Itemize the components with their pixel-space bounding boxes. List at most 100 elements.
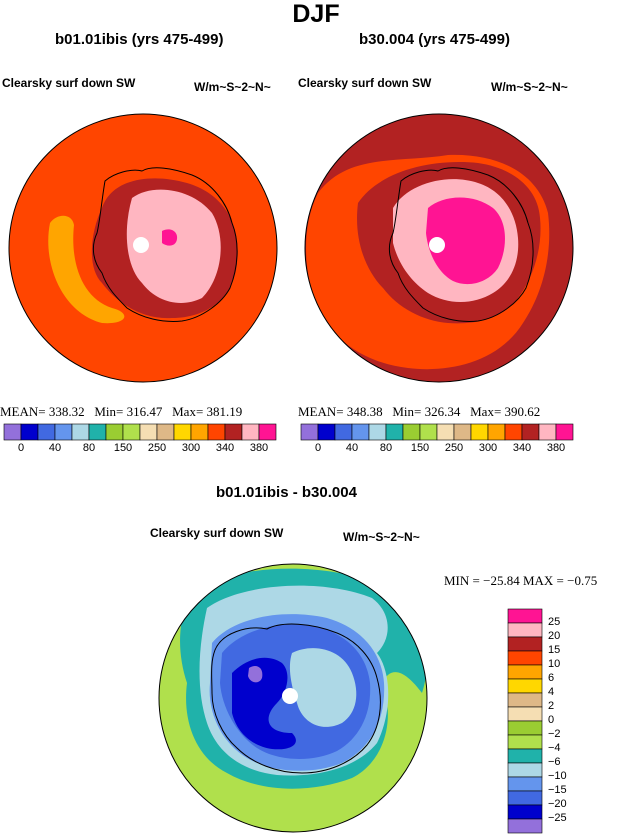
panel2-mean-value: 348.38 <box>346 404 383 419</box>
panel2-colorbar-swatch <box>436 423 455 441</box>
panel3-colorbar-swatch <box>507 678 543 694</box>
panel3-colorbar-tick-label: −10 <box>548 770 567 782</box>
panel2-colorbar-tick-label: 380 <box>546 442 566 454</box>
panel3-colorbar <box>507 608 543 834</box>
panel3-map-border <box>158 563 428 833</box>
panel3-max-label: MAX = <box>522 573 564 588</box>
panel2-colorbar <box>300 423 574 441</box>
panel3-colorbar-tick-label: 25 <box>548 616 561 628</box>
panel3-light-interior <box>289 648 357 727</box>
panel3-min-label: MIN = <box>444 573 480 588</box>
panel2-colorbar-swatch <box>351 423 370 441</box>
panel3-colorbar-labels: 25 20 15 10 6 4 2 0 −2 −4 −6 −10 −15 −20 −25 <box>548 609 608 833</box>
panel3-colorbar-tick-label: −15 <box>548 784 567 796</box>
panel3-colorbar-tick-label: −4 <box>548 742 561 754</box>
panel3-colorbar-tick-label: 6 <box>548 672 555 684</box>
panel2-title: b30.004 (yrs 475-499) <box>359 31 510 48</box>
panel1-variable-label: Clearsky surf down SW <box>2 76 136 90</box>
panel3-max-value: −0.75 <box>567 573 598 588</box>
panel3-colorbar-swatch <box>507 692 543 708</box>
panel2-min-label: Min= <box>392 404 422 419</box>
panel2-mean-label: MEAN= <box>298 404 344 419</box>
panel2-colorbar-swatch <box>487 423 506 441</box>
panel2-colorbar-labels: 0 40 80 150 250 300 340 380 <box>301 440 573 458</box>
panel3-colorbar-swatch <box>507 748 543 764</box>
panel3-coastline <box>211 623 381 774</box>
panel1-colorbar-swatch <box>207 423 226 441</box>
panel2-map-border <box>304 113 574 383</box>
panel2-colorbar-tick-label: 0 <box>314 442 322 454</box>
panel3-variable-label: Clearsky surf down SW <box>150 526 284 540</box>
panel3-colorbar-tick-label: 10 <box>548 658 561 670</box>
panel2-max-value: 390.62 <box>504 404 541 419</box>
panel1-colorbar-swatch <box>139 423 158 441</box>
panel1-min-value: 316.47 <box>126 404 163 419</box>
panel3-colorbar-swatch <box>507 720 543 736</box>
panel3-stats: MIN = −25.84 MAX = −0.75 <box>444 573 597 589</box>
panel2-stats: MEAN= 348.38 Min= 326.34 Max= 390.62 <box>298 404 540 420</box>
panel1-mean-label: MEAN= <box>0 404 46 419</box>
panel1-colorbar-swatch <box>241 423 260 441</box>
panel2-pole-marker <box>429 237 445 253</box>
panel2-colorbar-tick-label: 40 <box>345 442 359 454</box>
panel1-colorbar-tick-label: 250 <box>147 442 167 454</box>
panel3-colorbar-tick-label: −20 <box>548 798 567 810</box>
panel2-colorbar-swatch <box>453 423 472 441</box>
panel2-units-label: W/m~S~2~N~ <box>491 80 568 94</box>
panel1-pole-marker <box>133 237 149 253</box>
panel1-colorbar-tick-label: 150 <box>113 442 133 454</box>
panel2-max-label: Max= <box>470 404 502 419</box>
panel1-colorbar-swatch <box>88 423 107 441</box>
panel2-colorbar-swatch <box>555 423 574 441</box>
panel1-mean-value: 338.32 <box>48 404 85 419</box>
panel3-colorbar-swatch <box>507 608 543 624</box>
panel3-units-label: W/m~S~2~N~ <box>343 530 420 544</box>
panel3-colorbar-tick-label: 4 <box>548 686 555 698</box>
panel3-colorbar-tick-label: −6 <box>548 756 561 768</box>
panel1-min-label: Min= <box>94 404 124 419</box>
figure-title: DJF <box>292 0 340 28</box>
panel1-colorbar-labels: 0 40 80 150 250 300 340 380 <box>4 440 276 458</box>
panel3-colorbar-swatch <box>507 664 543 680</box>
panel1-colorbar-tick-label: 340 <box>215 442 235 454</box>
panel2-colorbar-swatch <box>419 423 438 441</box>
panel3-min-value: −25.84 <box>483 573 520 588</box>
panel3-colorbar-swatch <box>507 636 543 652</box>
panel3-colorbar-swatch <box>507 790 543 806</box>
panel1-colorbar-swatch <box>258 423 277 441</box>
panel2-colorbar-swatch <box>470 423 489 441</box>
panel1-colorbar-tick-label: 80 <box>82 442 96 454</box>
panel3-purple-patch <box>248 666 263 683</box>
panel1-colorbar-swatch <box>54 423 73 441</box>
panel1-map-border <box>8 113 278 383</box>
panel2-colorbar-swatch <box>334 423 353 441</box>
panel2-colorbar-swatch <box>300 423 319 441</box>
panel2-colorbar-tick-label: 340 <box>512 442 532 454</box>
panel1-colorbar <box>3 423 277 441</box>
panel2-map <box>304 113 574 383</box>
panel3-colorbar-swatch <box>507 622 543 638</box>
panel2-colorbar-swatch <box>538 423 557 441</box>
panel1-colorbar-swatch <box>190 423 209 441</box>
panel1-colorbar-swatch <box>71 423 90 441</box>
panel2-colorbar-swatch <box>521 423 540 441</box>
panel1-colorbar-swatch <box>105 423 124 441</box>
panel1-colorbar-swatch <box>156 423 175 441</box>
panel2-min-value: 326.34 <box>424 404 461 419</box>
panel1-colorbar-swatch <box>122 423 141 441</box>
panel1-colorbar-tick-label: 0 <box>17 442 25 454</box>
panel3-colorbar-tick-label: 15 <box>548 644 561 656</box>
panel3-colorbar-swatch <box>507 650 543 666</box>
panel3-colorbar-swatch <box>507 804 543 820</box>
panel3-colorbar-tick-label: 2 <box>548 700 555 712</box>
panel3-colorbar-swatch <box>507 762 543 778</box>
panel3-colorbar-swatch <box>507 706 543 722</box>
panel1-low-patch <box>48 215 125 324</box>
panel2-variable-label: Clearsky surf down SW <box>298 76 432 90</box>
panel1-colorbar-swatch <box>3 423 22 441</box>
panel1-coast-region <box>126 189 221 303</box>
panel3-colorbar-tick-label: −25 <box>548 812 567 824</box>
panel3-pole-marker <box>282 688 298 704</box>
panel2-plateau-region <box>426 197 505 285</box>
panel2-colorbar-swatch <box>504 423 523 441</box>
